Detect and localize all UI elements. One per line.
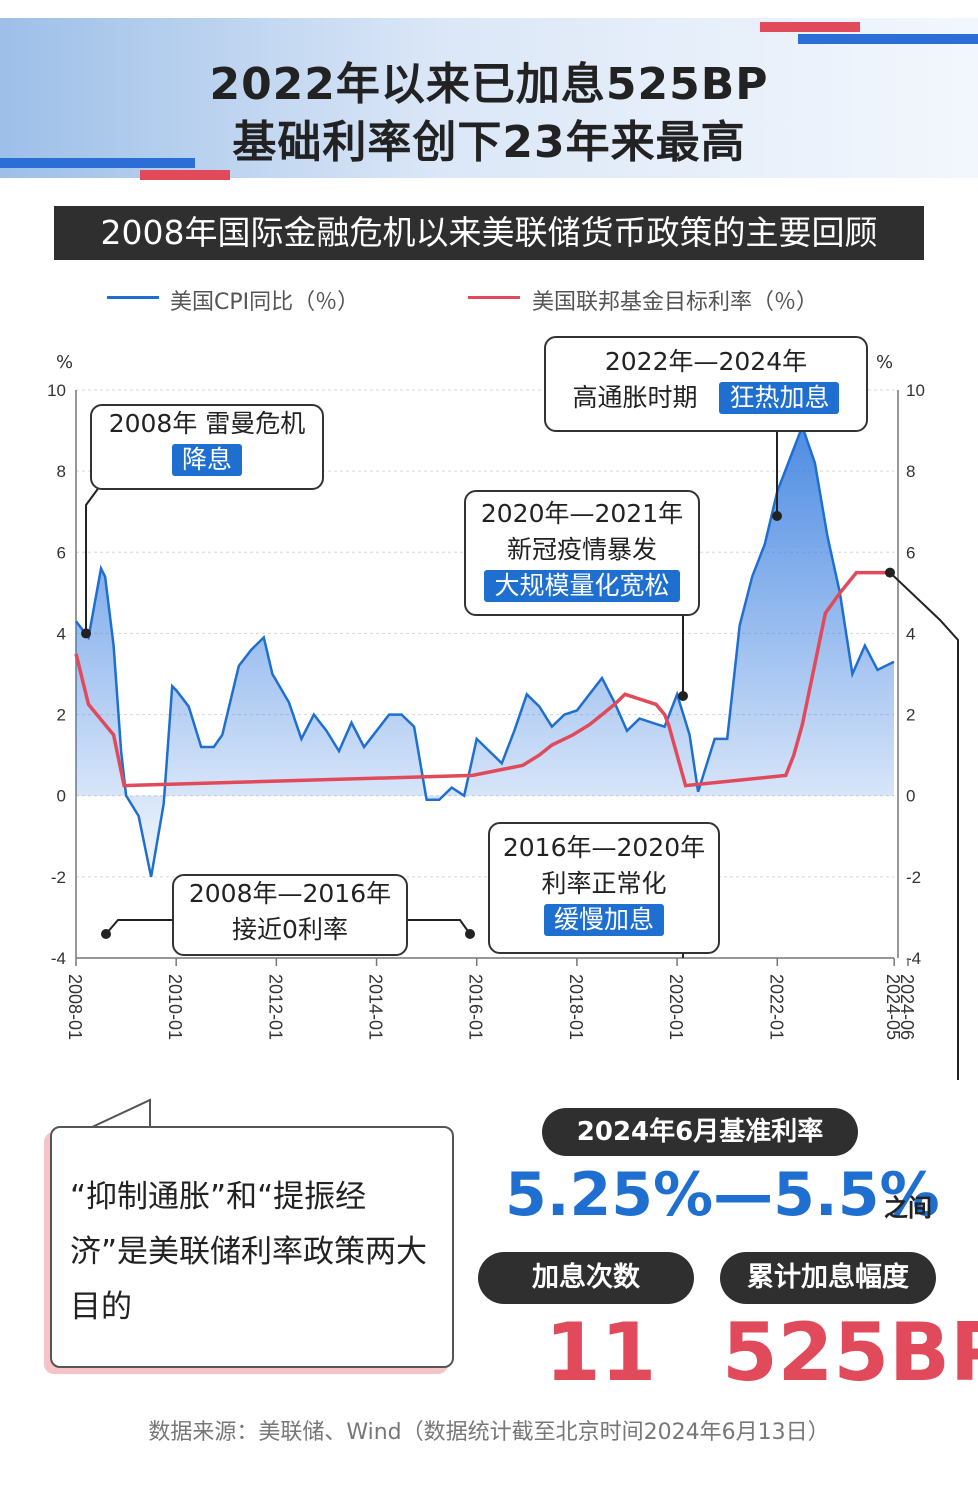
- callout-2022-2024: 2022年—2024年 高通胀时期 狂热加息: [544, 336, 868, 432]
- total-hike-label: 累计加息幅度: [720, 1252, 936, 1304]
- chart-plot: 10 10 8 8 6 6 4 4 2 2 0 0 -2 -2 -4 -4 2008-01 2010-01 2012…: [47, 381, 959, 1080]
- y-tick-left: 0: [57, 787, 66, 806]
- y-tick-right: 0: [906, 787, 915, 806]
- header-accent-blue-left: [0, 158, 195, 168]
- connector-dot: [101, 929, 111, 939]
- y-tick-right: -4: [906, 949, 921, 968]
- callout-2022-2024-title: 2022年—2024年: [604, 347, 808, 376]
- callout-2016-2020-subtitle: 利率正常化: [541, 869, 667, 898]
- page-title-line2: 基础利率创下23年来最高: [232, 117, 746, 168]
- x-tick-label: 2010-01: [165, 974, 185, 1040]
- y-tick-right: 8: [906, 462, 915, 481]
- fed-series-line: [74, 570, 894, 788]
- callout-2008-2016-subtitle: 接近0利率: [232, 915, 348, 944]
- callout-2020-2021: 2020年—2021年 新冠疫情暴发 大规模量化宽松: [464, 490, 700, 616]
- connector-line: [105, 919, 172, 935]
- y-tick-right: -2: [906, 868, 921, 887]
- x-tick-label: 2020-01: [666, 974, 686, 1040]
- legend-fed-label: 美国联邦基金目标利率（％）: [532, 290, 819, 315]
- y-tick-left: 6: [57, 543, 66, 562]
- connector-line: [85, 485, 101, 634]
- connector-dot: [885, 567, 895, 578]
- callout-2020-2021-tag: 大规模量化宽松: [484, 570, 680, 602]
- y-tick-right: 10: [906, 381, 925, 400]
- left-axis-unit: %: [56, 352, 74, 373]
- rate-range-suffix: 之间: [884, 1194, 932, 1222]
- callout-2020-2021-subtitle: 新冠疫情暴发: [506, 535, 657, 564]
- y-tick-left: -4: [51, 949, 66, 968]
- note-tail: [89, 1098, 151, 1129]
- x-tick-label: 2016-01: [466, 974, 486, 1040]
- y-tick-left: 2: [57, 706, 66, 725]
- y-tick-left: 10: [47, 381, 66, 400]
- rate-range: 5.25%—5.5%: [505, 1160, 940, 1230]
- connector-line: [404, 919, 471, 935]
- callout-2016-2020-title: 2016年—2020年: [502, 833, 706, 862]
- legend-fed-swatch: [468, 296, 520, 299]
- note-box: [50, 1126, 454, 1368]
- x-tick-label: 2022-01: [766, 974, 786, 1040]
- note-text: “抑制通胀”和“提振经济”是美联储利率政策两大目的: [70, 1179, 428, 1325]
- page-title-line1: 2022年以来已加息525BP: [209, 59, 769, 110]
- callout-2008-tag: 降息: [171, 444, 242, 476]
- total-hike-value: 525BP: [722, 1306, 978, 1399]
- callout-2008-2016-title: 2008年—2016年: [188, 879, 392, 908]
- callout-2016-2020-tag: 缓慢加息: [543, 904, 664, 936]
- y-tick-left: 8: [57, 462, 66, 481]
- callout-2008-title: 2008年 雷曼危机: [108, 409, 306, 438]
- callout-2020-2021-title: 2020年—2021年: [480, 499, 684, 528]
- cpi-area: [76, 426, 894, 877]
- callout-2022-2024-tag: 狂热加息: [719, 382, 840, 414]
- header-accent-red: [760, 22, 860, 32]
- y-tick-right: 6: [906, 543, 915, 562]
- x-tick-label: 2012-01: [265, 974, 285, 1040]
- legend-cpi-label: 美国CPI同比（％）: [170, 290, 360, 315]
- x-tick-label: 2024-06: [897, 974, 917, 1040]
- x-tick-label: 2014-01: [366, 974, 386, 1040]
- header-accent-red-left: [140, 170, 230, 180]
- right-axis-unit: %: [876, 352, 894, 373]
- connector-dot: [678, 691, 688, 701]
- cpi-series-line: [75, 422, 895, 878]
- x-tick-label: 2024-05: [883, 974, 903, 1040]
- callout-2008-lehman: 2008年 雷曼危机 降息: [90, 404, 324, 490]
- hike-count-value: 11: [545, 1306, 657, 1399]
- x-tick-label: 2008-01: [65, 974, 85, 1040]
- connector-line: [889, 571, 959, 1080]
- header-banner: [0, 18, 978, 178]
- connector-dot: [465, 929, 475, 939]
- hike-count-label: 加息次数: [478, 1252, 694, 1304]
- legend-cpi-swatch: [107, 296, 159, 299]
- y-tick-left: -2: [51, 868, 66, 887]
- y-tick-left: 4: [57, 624, 66, 643]
- connector-dot: [81, 628, 92, 639]
- rate-label-pill: 2024年6月基准利率: [542, 1108, 858, 1156]
- chart-subtitle: 2008年国际金融危机以来美联储货币政策的主要回顾: [54, 206, 924, 260]
- callout-2008-2016: 2008年—2016年 接近0利率: [172, 874, 408, 956]
- y-tick-right: 4: [906, 624, 915, 643]
- header-accent-blue: [798, 34, 978, 44]
- connector-dot: [772, 511, 782, 521]
- callout-2022-2024-subtitle: 高通胀时期: [572, 383, 698, 412]
- y-tick-right: 2: [906, 706, 915, 725]
- data-source: 数据来源：美联储、Wind（数据统计截至北京时间2024年6月13日）: [148, 1420, 830, 1445]
- x-tick-label: 2018-01: [566, 974, 586, 1040]
- callout-2016-2020: 2016年—2020年 利率正常化 缓慢加息: [488, 822, 720, 954]
